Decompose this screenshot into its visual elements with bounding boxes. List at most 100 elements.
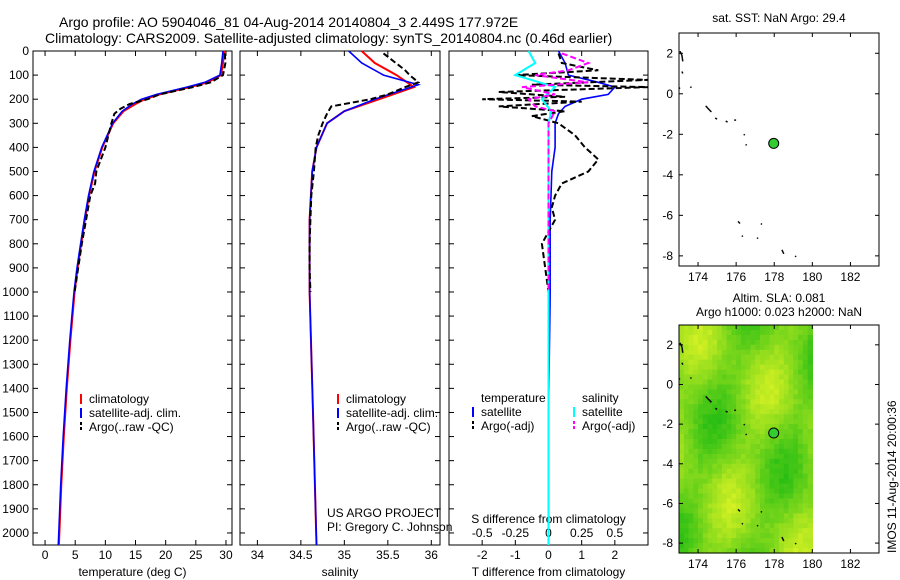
sla-cell — [707, 414, 713, 420]
sla-cell — [755, 414, 761, 420]
sla-cell — [707, 533, 713, 539]
sla-cell — [807, 463, 813, 470]
sla-cell — [693, 508, 699, 514]
sla-cell — [774, 488, 780, 495]
sla-cell — [793, 374, 799, 381]
x-tick-label: 10 — [99, 548, 113, 562]
sla-cell — [726, 458, 732, 465]
sla-cell — [793, 498, 799, 505]
sla-cell — [769, 548, 775, 554]
sla-cell — [750, 434, 756, 440]
sla-cell — [721, 404, 728, 410]
sla-cell — [712, 483, 718, 490]
sla-cell — [712, 369, 718, 376]
sla-cell — [698, 473, 704, 480]
sla-cell — [769, 523, 775, 529]
sla-cell — [721, 523, 728, 529]
sla-cell — [760, 434, 766, 440]
sla-cell — [802, 419, 809, 425]
sla-cell — [788, 444, 794, 450]
sla-cell — [755, 409, 761, 415]
sla-cell — [760, 483, 766, 490]
sla-cell — [764, 533, 771, 539]
sla-cell — [693, 409, 699, 415]
sla-cell — [798, 399, 804, 405]
sla-cell — [760, 488, 766, 495]
sla-cell — [721, 434, 728, 440]
sla-cell — [731, 354, 737, 361]
sla-cell — [760, 364, 766, 371]
x-tick-label: 2 — [611, 548, 618, 562]
sla-cell — [774, 339, 780, 346]
sla-cell — [745, 339, 752, 346]
sla-cell — [736, 528, 742, 534]
sla-cell — [769, 349, 775, 356]
sla-cell — [755, 344, 761, 351]
sla-cell — [698, 468, 704, 475]
sla-cell — [798, 330, 804, 336]
sla-cell — [721, 339, 728, 346]
sla-cell — [760, 374, 766, 381]
sla-cell — [755, 354, 761, 361]
sla-cell — [774, 538, 780, 544]
sla-cell — [783, 325, 790, 331]
sla-cell — [745, 414, 752, 420]
sla-cell — [788, 434, 794, 440]
sla-cell — [740, 364, 747, 371]
sla-cell — [779, 374, 785, 381]
sla-cell — [802, 369, 809, 376]
sla-cell — [788, 354, 794, 361]
sla-cell — [679, 339, 685, 346]
sla-cell — [755, 473, 761, 480]
sla-cell — [745, 344, 752, 351]
sla-cell — [783, 468, 790, 475]
x-tick-label: 1 — [578, 548, 585, 562]
y-tick-label: 0 — [22, 44, 29, 58]
sla-cell — [726, 344, 732, 351]
sla-cell — [707, 483, 713, 490]
sla-cell — [760, 419, 766, 425]
sla-cell — [788, 473, 794, 480]
sla-cell — [802, 518, 809, 524]
sla-cell — [807, 325, 813, 331]
sla-cell — [726, 463, 732, 470]
sla-cell — [802, 538, 809, 544]
map-frame — [678, 32, 880, 267]
sla-cell — [688, 523, 694, 529]
sla-cell — [736, 325, 742, 331]
sla-cell — [698, 498, 704, 505]
sla-cell — [679, 424, 685, 430]
sla-cell — [755, 334, 761, 341]
sla-cell — [745, 523, 752, 529]
sla-cell — [807, 334, 813, 341]
sla-cell — [688, 473, 694, 480]
sla-cell — [750, 498, 756, 505]
sla-cell — [745, 463, 752, 470]
sla-cell — [688, 508, 694, 514]
sla-cell — [760, 399, 766, 405]
sla-cell — [721, 513, 728, 519]
sla-cell — [679, 488, 685, 495]
sla-cell — [764, 364, 771, 371]
sla-cell — [774, 349, 780, 356]
sla-cell — [721, 334, 728, 341]
sla-cell — [802, 448, 809, 455]
sla-cell — [764, 434, 771, 440]
sla-cell — [736, 344, 742, 351]
sla-cell — [793, 339, 799, 346]
sla-cell — [693, 330, 699, 336]
series-line-climatology — [57, 50, 226, 546]
sla-cell — [764, 448, 771, 455]
sla-cell — [755, 453, 761, 460]
sla-cell — [698, 344, 704, 351]
sla-cell — [793, 364, 799, 371]
sla-cell — [764, 503, 771, 509]
sla-cell — [712, 444, 718, 450]
sla-cell — [717, 384, 723, 391]
sla-cell — [698, 448, 704, 455]
sla-cell — [798, 404, 804, 410]
sla-cell — [764, 513, 771, 519]
sla-cell — [707, 439, 713, 445]
sla-cell — [793, 503, 799, 509]
sla-cell — [750, 330, 756, 336]
